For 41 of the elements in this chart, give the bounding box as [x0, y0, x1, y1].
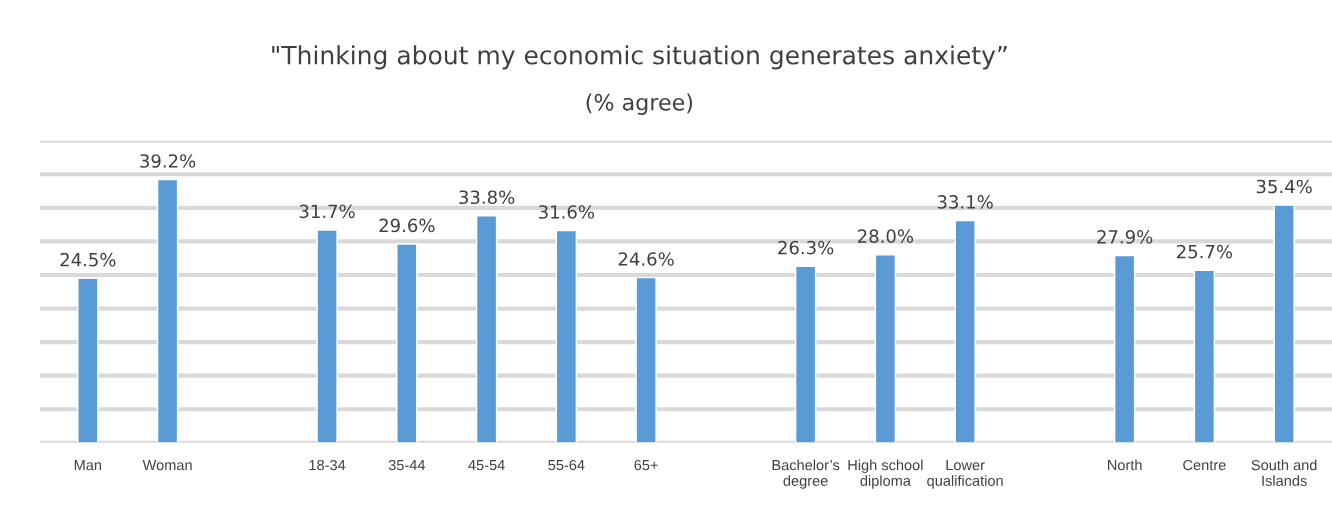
x-tick-label: 45-54 [468, 460, 505, 471]
x-tick-label: 55-64 [548, 459, 585, 471]
data-label: 35.4% [1256, 179, 1312, 194]
data-label: 29.6% [379, 218, 435, 233]
x-tick-label: South and Islands [1251, 459, 1317, 486]
chart-title: "Thinking about my economic situation generates anxiety” [272, 45, 1007, 70]
bar [77, 277, 99, 443]
bar [396, 243, 418, 443]
bar [156, 178, 179, 443]
chart-subtitle: (% agree) [586, 93, 693, 115]
data-label: 24.6% [618, 252, 674, 266]
x-tick-label: 65+ [634, 459, 658, 471]
data-label: 33.8% [459, 190, 515, 205]
x-tick-label: Bachelor’s degree [772, 459, 840, 489]
bar [555, 229, 578, 443]
bar [475, 215, 498, 443]
x-tick-label: North [1108, 459, 1142, 471]
bar [1273, 204, 1295, 443]
data-label: 28.0% [858, 229, 914, 243]
data-label: 27.9% [1097, 230, 1153, 244]
bar [1113, 254, 1136, 443]
bar [1193, 269, 1216, 443]
bar [316, 229, 338, 443]
data-label: 25.7% [1177, 244, 1233, 259]
data-label: 26.3% [778, 240, 834, 255]
x-tick-label: 18-34 [309, 459, 346, 471]
bar [954, 219, 976, 443]
x-tick-label: High school diploma [848, 459, 923, 489]
x-tick-label: Lower qualification [927, 460, 1003, 489]
data-label: 31.6% [539, 205, 595, 219]
x-tick-label: Woman [142, 460, 192, 471]
data-label: 24.5% [60, 252, 116, 267]
bar [794, 265, 817, 443]
x-tick-label: 35-44 [388, 459, 426, 471]
bar [874, 254, 897, 443]
x-tick-label: Man [74, 460, 102, 471]
data-label: 31.7% [299, 204, 355, 219]
data-label: 33.1% [937, 195, 993, 209]
data-label: 39.2% [140, 154, 196, 168]
x-tick-label: Centre [1183, 459, 1226, 471]
bar [635, 276, 657, 443]
